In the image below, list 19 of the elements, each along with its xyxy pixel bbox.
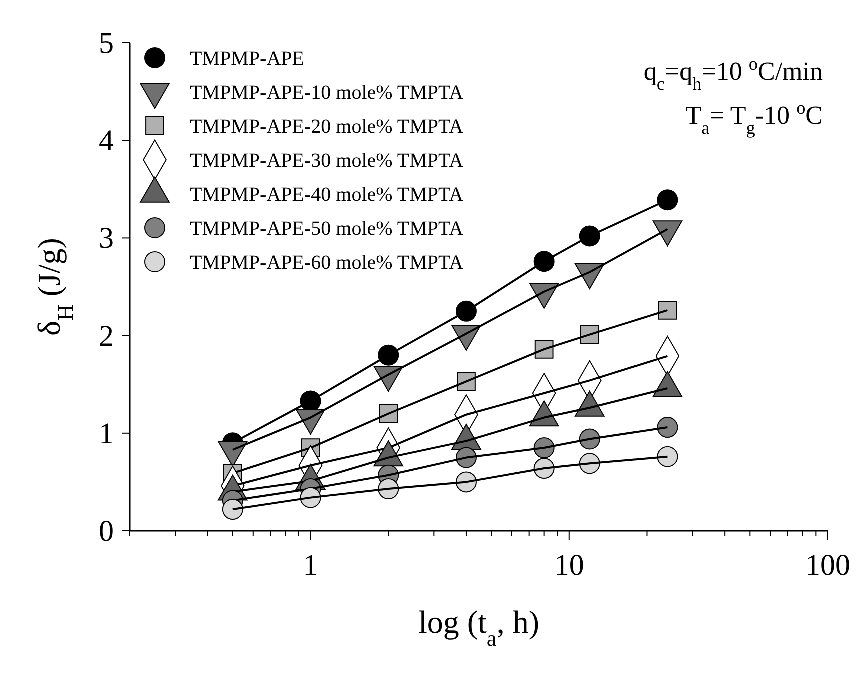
- x-axis-title: log (t$_{a}$, h): [418, 604, 540, 650]
- x-tick-label: 10: [554, 549, 584, 582]
- legend-label: TMPMP-APE-30 mole% TMPTA: [190, 150, 464, 172]
- x-tick-label: 100: [806, 549, 850, 582]
- y-tick-label: 1: [99, 417, 114, 450]
- legend-label: TMPMP-APE-60 mole% TMPTA: [190, 252, 464, 274]
- y-tick-label: 0: [99, 515, 114, 548]
- y-tick-label: 5: [99, 27, 114, 60]
- y-tick-label: 2: [99, 320, 114, 353]
- legend-label: TMPMP-APE: [190, 48, 304, 70]
- y-tick-label: 3: [99, 222, 114, 256]
- annotation: T$_{a}$= T$_{g}$-10 $^{o}$C: [686, 98, 823, 138]
- annotation: q$_{c}$=q$_{h}$=10 $^{o}$C/min: [644, 54, 823, 94]
- legend-label: TMPMP-APE-20 mole% TMPTA: [190, 116, 464, 138]
- legend-label: TMPMP-APE-10 mole% TMPTA: [190, 82, 464, 104]
- y-tick-label: 4: [99, 124, 114, 158]
- legend-label: TMPMP-APE-50 mole% TMPTA: [190, 218, 464, 240]
- x-tick-label: 1: [303, 549, 318, 582]
- legend-label: TMPMP-APE-40 mole% TMPTA: [190, 184, 464, 206]
